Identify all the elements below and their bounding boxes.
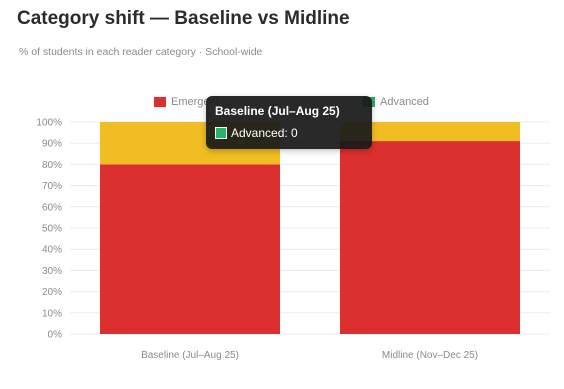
- legend-swatch-emergent: [154, 97, 166, 107]
- y-tick-label: 90%: [42, 139, 62, 150]
- y-tick-label: 50%: [42, 224, 62, 235]
- bar-segment: [340, 122, 520, 142]
- y-tick-label: 60%: [42, 202, 62, 213]
- y-tick-label: 40%: [42, 245, 62, 256]
- chart-title: Category shift — Baseline vs Midline: [17, 8, 350, 29]
- y-tick-label: 100%: [36, 118, 62, 129]
- y-tick-label: 80%: [42, 160, 62, 171]
- tooltip-row: Advanced: 0: [215, 126, 298, 140]
- chart-tooltip: Baseline (Jul–Aug 25) Advanced: 0: [206, 96, 372, 149]
- legend-item-advanced[interactable]: Advanced: [363, 96, 429, 108]
- x-category-label: Midline (Nov–Dec 25): [382, 350, 478, 361]
- tooltip-value: Advanced: 0: [231, 126, 298, 140]
- chart-subtitle: % of students in each reader category · …: [19, 46, 263, 58]
- y-tick-label: 70%: [42, 181, 62, 192]
- y-tick-label: 30%: [42, 266, 62, 277]
- bar-segment: [340, 141, 520, 334]
- legend-label-advanced: Advanced: [380, 96, 429, 108]
- tooltip-title: Baseline (Jul–Aug 25): [215, 104, 340, 118]
- y-tick-label: 20%: [42, 287, 62, 298]
- tooltip-swatch: [215, 127, 227, 139]
- x-category-label: Baseline (Jul–Aug 25): [141, 350, 239, 361]
- y-tick-label: 0%: [48, 330, 63, 341]
- y-tick-label: 10%: [42, 308, 62, 319]
- bar-segment: [100, 164, 280, 334]
